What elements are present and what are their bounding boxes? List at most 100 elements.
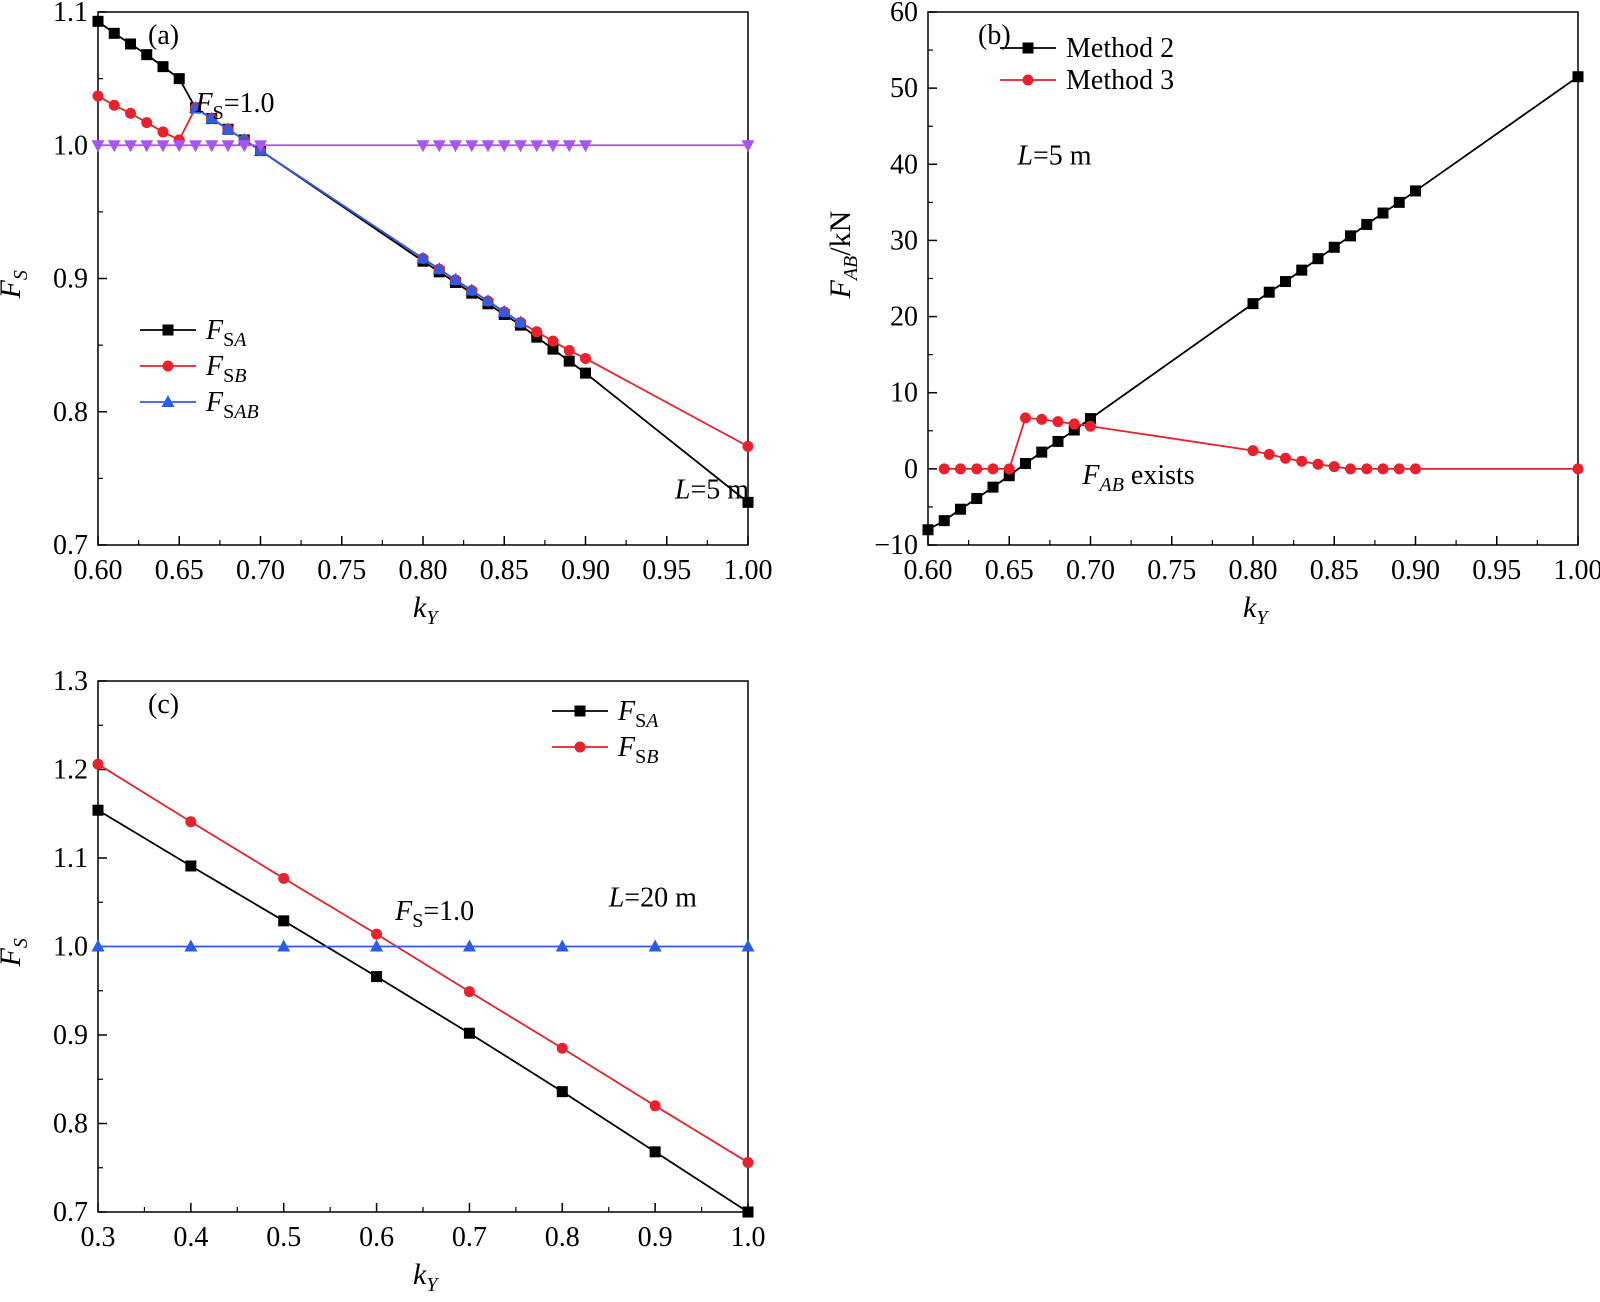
series-reference-2	[91, 939, 755, 952]
data-point	[157, 126, 169, 138]
y-tick-label: 0	[904, 454, 918, 485]
data-point	[497, 304, 511, 317]
data-point	[221, 122, 235, 135]
data-point	[971, 493, 983, 505]
data-point	[481, 294, 495, 307]
data-point	[172, 140, 186, 153]
data-point	[938, 515, 950, 527]
data-point	[140, 140, 154, 153]
data-point	[141, 49, 153, 61]
legend-marker	[1022, 74, 1034, 86]
data-point	[514, 315, 527, 328]
data-point	[742, 1156, 754, 1168]
data-point	[462, 939, 476, 952]
data-point	[580, 367, 591, 379]
data-point	[205, 111, 219, 124]
annotation: FAB exists	[1081, 460, 1194, 496]
data-point	[1052, 416, 1064, 428]
series-method-3	[938, 412, 1584, 475]
data-point	[547, 343, 559, 355]
data-point	[1572, 71, 1584, 83]
chart-panel-a: 0.60 0.65 0.70 0.75 0.80 0.85 0.90 0.95 1.00 0.7 0…	[0, 0, 773, 629]
x-tick-label: 0.60	[74, 555, 123, 586]
data-point	[531, 326, 543, 338]
data-point	[1328, 241, 1340, 253]
data-point	[189, 100, 202, 113]
y-tick-label: 0.7	[53, 1197, 88, 1228]
x-tick-label: 0.7	[452, 1222, 487, 1253]
x-tick-label: 0.9	[638, 1222, 673, 1253]
data-point	[1036, 413, 1048, 425]
data-point	[189, 140, 202, 153]
data-point	[157, 61, 169, 73]
data-point	[449, 272, 462, 285]
data-point	[1345, 463, 1356, 475]
series-f-sb	[92, 758, 754, 1168]
data-point	[1312, 253, 1324, 265]
series-line	[97, 809, 749, 1213]
data-point	[449, 140, 462, 153]
data-point	[156, 140, 170, 153]
data-point	[742, 496, 754, 508]
data-point	[92, 758, 104, 770]
x-tick-label: 0.75	[317, 555, 366, 586]
y-axis-label-group: FS	[0, 938, 32, 967]
series-line	[97, 763, 749, 1164]
legend-marker	[161, 395, 175, 407]
legend-marker	[162, 324, 174, 336]
data-point	[955, 463, 966, 475]
series-method-2	[922, 71, 1584, 536]
data-point	[563, 355, 575, 367]
x-tick-label: 0.90	[561, 555, 610, 586]
x-tick-label: 0.8	[545, 1222, 580, 1253]
data-point	[185, 816, 197, 828]
x-tick-label: 0.5	[266, 1222, 301, 1253]
y-tick-label: 10	[890, 378, 918, 409]
y-tick-label: 30	[890, 225, 918, 256]
data-point	[556, 1042, 568, 1054]
x-tick-label: 0.65	[985, 555, 1034, 586]
data-point	[1280, 276, 1291, 288]
data-point	[555, 939, 569, 952]
x-tick-label: 0.3	[81, 1222, 116, 1253]
data-point	[1280, 452, 1291, 464]
data-point	[741, 939, 755, 952]
data-point	[92, 804, 104, 816]
data-point	[221, 140, 235, 153]
data-point	[1312, 458, 1324, 470]
x-tick-label: 0.95	[642, 555, 691, 586]
x-tick-label: 0.90	[1391, 555, 1440, 586]
x-axis-label: kY	[1243, 591, 1269, 629]
x-tick-label: 0.60	[904, 555, 953, 586]
data-point	[1410, 463, 1421, 475]
x-tick-label: 0.4	[173, 1222, 208, 1253]
data-point	[124, 140, 137, 153]
y-axis-label-group: FS	[0, 270, 32, 299]
y-tick-label: 60	[890, 0, 918, 28]
legend-label: FSA	[617, 696, 659, 732]
x-tick-label: 0.65	[155, 555, 204, 586]
annotation: L=5 m	[1016, 140, 1091, 171]
data-point	[648, 939, 662, 952]
legend-marker	[162, 360, 174, 372]
series-f-sa	[92, 804, 754, 1218]
y-tick-label: 1.1	[53, 843, 88, 874]
data-point	[742, 1206, 754, 1218]
data-point	[416, 251, 430, 264]
data-point	[580, 352, 591, 364]
y-axis-label: FS	[0, 938, 32, 967]
data-point	[1036, 446, 1048, 458]
legend-marker	[574, 705, 586, 717]
y-tick-label: 1.3	[53, 666, 88, 697]
panel-label: (a)	[148, 20, 179, 51]
x-axis-label: kY	[413, 591, 439, 629]
data-point	[465, 283, 479, 296]
data-point	[173, 73, 185, 85]
annotation: L=5 m	[674, 474, 749, 505]
panel-label: (c)	[148, 689, 179, 720]
data-point	[432, 262, 446, 275]
y-axis-label-group: FAB/kN	[824, 211, 862, 300]
y-tick-label: 0.8	[53, 397, 88, 428]
